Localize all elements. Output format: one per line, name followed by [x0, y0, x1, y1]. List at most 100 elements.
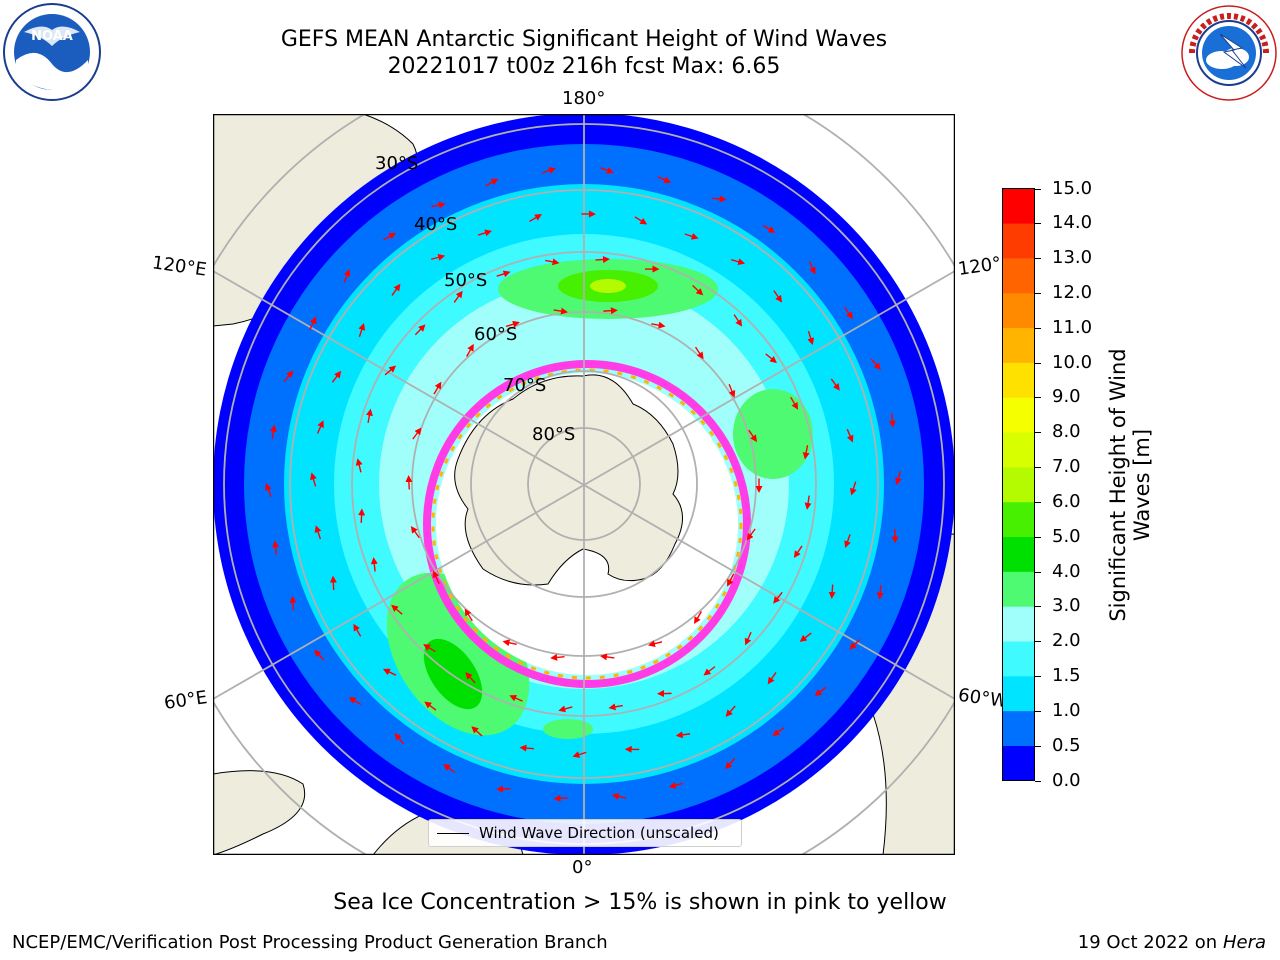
colorbar-tick — [1035, 467, 1041, 469]
colorbar-tick — [1035, 780, 1041, 782]
colorbar-tick-label: 7.0 — [1052, 456, 1081, 478]
colorbar-tick-label: 2.0 — [1052, 630, 1081, 652]
colorbar-tick — [1035, 606, 1041, 608]
wind-arrow — [509, 694, 523, 702]
wind-arrow — [830, 378, 840, 391]
wind-arrow — [432, 570, 440, 584]
colorbar-segment — [1002, 641, 1035, 677]
wind-arrow — [692, 284, 704, 296]
wind-arrow — [712, 195, 727, 203]
wind-arrow — [464, 608, 473, 622]
colorbar-tick — [1035, 397, 1041, 399]
legend-label: Wind Wave Direction (unscaled) — [479, 824, 719, 842]
colorbar-segment — [1002, 745, 1035, 781]
wind-arrow — [505, 320, 520, 328]
wind-arrow — [765, 353, 777, 364]
wind-arrow — [828, 584, 836, 600]
wind-arrow — [703, 666, 716, 676]
wind-arrow — [773, 290, 783, 303]
colorbar-segment — [1002, 710, 1035, 746]
lat-label-40s: 40°S — [414, 214, 458, 235]
wind-arrow — [675, 731, 691, 739]
colorbar — [1002, 188, 1035, 781]
wind-arrow — [608, 703, 623, 711]
wind-arrow — [412, 427, 422, 440]
colorbar-tick-label: 12.0 — [1052, 281, 1093, 303]
wind-arrow — [850, 481, 857, 496]
wind-arrow — [894, 470, 902, 486]
wind-arrow — [790, 396, 799, 410]
wind-arrow — [684, 232, 699, 240]
wind-arrow — [265, 483, 272, 497]
wind-arrow — [384, 365, 397, 376]
wind-arrow — [272, 540, 280, 555]
lon-label-120e: 120°E — [150, 252, 208, 281]
colorbar-segment — [1002, 676, 1035, 712]
colorbar-tick — [1035, 292, 1041, 294]
wind-arrow — [353, 623, 362, 637]
colorbar-tick-label: 4.0 — [1052, 560, 1081, 582]
wind-arrow — [725, 705, 736, 717]
colorbar-tick-label: 1.0 — [1052, 699, 1081, 721]
chart-title: GEFS MEAN Antarctic Significant Height o… — [280, 27, 888, 52]
wind-arrow — [343, 269, 351, 283]
lat-label-50s: 50°S — [444, 270, 488, 291]
wind-arrow — [807, 331, 815, 346]
wind-arrow — [799, 632, 812, 642]
wind-arrow — [391, 604, 403, 615]
wind-arrow — [728, 384, 736, 398]
colorbar-segment — [1002, 397, 1035, 433]
colorbar-tick — [1035, 258, 1041, 260]
wind-arrow — [634, 216, 648, 225]
lon-label-120w: 120° — [956, 253, 1003, 280]
wind-arrow — [849, 638, 861, 650]
wind-arrows — [265, 167, 902, 802]
wind-arrow — [443, 763, 456, 774]
wind-arrow — [314, 649, 325, 661]
wind-arrow — [453, 290, 463, 303]
colorbar-tick-label: 6.0 — [1052, 490, 1081, 512]
wind-arrow — [748, 429, 758, 443]
wind-arrow — [651, 321, 666, 329]
colorbar-tick — [1035, 327, 1041, 329]
colorbar-label: Significant Height of Wind Waves [m] — [1106, 348, 1154, 622]
wind-arrow — [485, 178, 499, 187]
wind-arrow — [808, 260, 816, 275]
colorbar-segment — [1002, 571, 1035, 607]
colorbar-segment — [1002, 258, 1035, 294]
africa-land — [213, 770, 305, 855]
wind-arrow — [603, 307, 618, 315]
wind-arrow — [668, 781, 683, 789]
wind-arrow — [309, 316, 317, 330]
colorbar-tick-label: 9.0 — [1052, 386, 1081, 408]
lat-label-60s: 60°S — [474, 324, 518, 345]
colorbar-tick — [1035, 571, 1041, 573]
wind-arrow — [269, 424, 277, 440]
colorbar-segment — [1002, 606, 1035, 642]
polar-map — [213, 114, 955, 855]
wind-arrow — [846, 428, 854, 443]
colorbar-segment — [1002, 536, 1035, 572]
wind-arrow — [431, 201, 446, 209]
colorbar-segment — [1002, 501, 1035, 538]
sea-ice-note: Sea Ice Concentration > 15% is shown in … — [333, 890, 947, 915]
wind-arrow — [382, 668, 397, 676]
wind-arrow — [466, 343, 474, 357]
wind-arrow — [348, 697, 362, 706]
wind-arrow — [502, 639, 517, 647]
wind-arrow — [595, 256, 610, 263]
wind-arrow — [430, 253, 446, 261]
wind-arrow — [545, 258, 560, 266]
noaa-logo: NOAA — [3, 3, 101, 101]
colorbar-segment — [1002, 292, 1035, 329]
wind-arrow — [355, 458, 363, 473]
wind-arrow — [870, 358, 881, 370]
footer-date: 19 Oct 2022 on Hera — [1078, 932, 1266, 953]
wind-arrow — [370, 557, 378, 572]
colorbar-tick-label: 3.0 — [1052, 595, 1081, 617]
wind-arrow — [310, 472, 317, 487]
footer-credit: NCEP/EMC/Verification Post Processing Pr… — [12, 932, 608, 953]
wind-arrow — [553, 794, 569, 802]
wind-arrow — [331, 370, 342, 383]
wind-arrow — [694, 346, 704, 360]
